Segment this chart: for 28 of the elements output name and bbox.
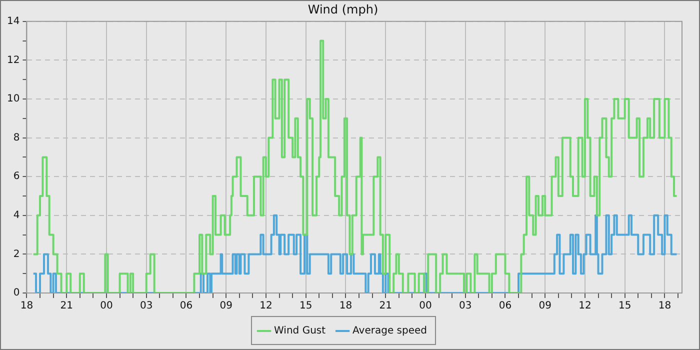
x-tick-label: 21 [379,300,392,312]
x-tick-label: 21 [60,300,73,312]
x-tick-label: 06 [180,300,193,312]
legend-label: Wind Gust [274,326,326,337]
x-tick-label: 15 [618,300,632,312]
x-tick-label: 15 [299,300,312,312]
x-tick-label: 09 [220,300,232,312]
y-tick-label: 4 [13,210,20,221]
x-tick-label: 18 [339,300,352,312]
x-tick-label: 09 [538,300,552,312]
x-tick-label: 18 [658,300,672,312]
y-tick-label: 14 [6,16,20,27]
y-tick-label: 12 [6,54,20,66]
y-tick-label: 8 [13,132,20,144]
y-tick-label: 10 [6,94,20,105]
y-tick-label: 6 [13,171,20,182]
x-tick-label: 00 [100,300,113,312]
legend-label: Average speed [352,326,427,337]
x-tick-label: 18 [20,300,34,312]
chart-title: Wind (mph) [308,2,378,16]
y-tick-label: 2 [13,248,20,260]
y-tick-label: 0 [13,288,20,299]
x-tick-label: 12 [260,300,272,312]
x-tick-label: 12 [578,300,592,312]
x-tick-label: 03 [140,300,153,312]
x-tick-label: 03 [458,300,472,312]
x-tick-label: 06 [498,300,512,312]
x-tick-label: 00 [419,300,432,312]
